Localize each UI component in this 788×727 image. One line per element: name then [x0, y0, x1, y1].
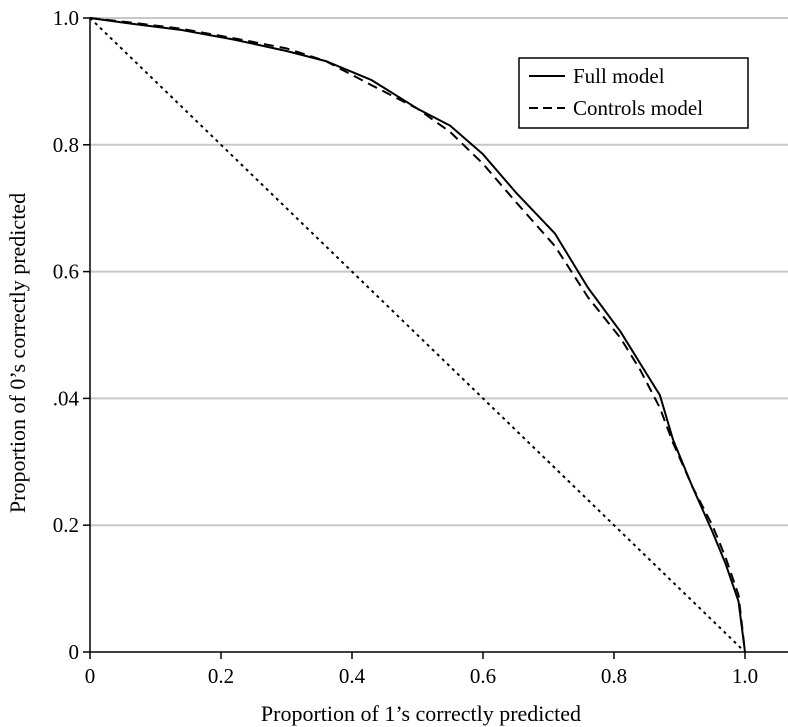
- legend-label-controls-model: Controls model: [573, 96, 703, 120]
- legend-label-full-model: Full model: [573, 64, 665, 88]
- y-tick-label: 1.0: [53, 6, 79, 30]
- x-tick-label: 0: [85, 664, 96, 688]
- controls-model-line: [89, 17, 746, 653]
- reference-diagonal-line: [89, 17, 746, 653]
- x-ticks: 0 0.2 0.4 0.6 0.8 1.0: [85, 652, 758, 688]
- grid-lines: [90, 17, 788, 527]
- y-tick-label: .04: [53, 386, 80, 410]
- legend-box: [518, 57, 749, 129]
- series-lines: [89, 17, 746, 653]
- x-axis-label: Proportion of 1’s correctly predicted: [261, 701, 581, 726]
- axes: [89, 18, 788, 653]
- y-tick-label: 0.6: [53, 260, 79, 284]
- full-model-line: [89, 17, 746, 653]
- x-tick-label: 0.2: [208, 664, 234, 688]
- y-ticks: 0 0.2 .04 0.6 0.8 1.0: [53, 6, 90, 664]
- x-tick-label: 1.0: [732, 664, 758, 688]
- y-tick-label: 0.8: [53, 133, 79, 157]
- y-axis-label: Proportion of 0’s correctly predicted: [5, 193, 30, 513]
- x-tick-label: 0.8: [601, 664, 627, 688]
- x-tick-label: 0.4: [339, 664, 366, 688]
- x-tick-label: 0.6: [470, 664, 496, 688]
- y-tick-label: 0.2: [53, 513, 79, 537]
- y-tick-label: 0: [69, 640, 80, 664]
- legend: Full model Controls model: [518, 57, 749, 129]
